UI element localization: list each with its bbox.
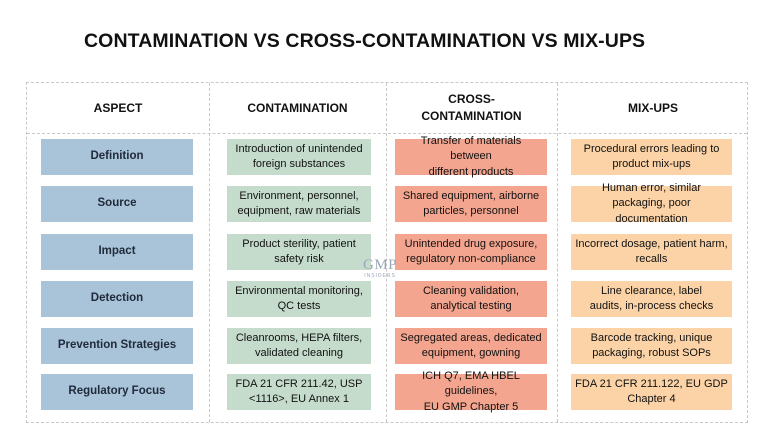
cell-text-line: packaging, poor documentation <box>612 197 691 225</box>
cell-text-line: analytical testing <box>430 300 512 312</box>
cross-cell: ICH Q7, EMA HBEL guidelines, EU GMP Chapt… <box>395 370 547 413</box>
cell-text-line: QC tests <box>277 300 321 312</box>
mixups-cell: Line clearance, label audits, in-process … <box>571 281 732 317</box>
header-divider <box>27 133 747 134</box>
aspect-label: Prevention Strategies <box>57 339 177 352</box>
cell-text-line: product mix-ups <box>612 158 691 170</box>
cell-text-line: safety risk <box>274 253 324 265</box>
cell-text-line: FDA 21 CFR 211.122, EU GDP <box>575 377 728 390</box>
column-divider <box>557 83 558 422</box>
cell-text-line: equipment, gowning <box>421 347 521 359</box>
cell-text-line: Cleaning validation, <box>422 284 519 297</box>
cell-text-line: particles, personnel <box>423 205 519 217</box>
contamination-cell: Product sterility, patient safety risk <box>227 234 371 270</box>
cell-text-line: Chapter 4 <box>627 393 676 405</box>
aspect-label: Impact <box>98 245 136 258</box>
cell-text-line: FDA 21 CFR 211.42, USP <box>235 377 363 390</box>
cell-text-line: packaging, robust SOPs <box>592 347 711 359</box>
cell-text-line: recalls <box>635 253 668 265</box>
header-cross-line1: CROSS- <box>448 92 495 106</box>
cell-text-line: audits, in-process checks <box>589 300 714 312</box>
aspect-label: Regulatory Focus <box>68 385 166 398</box>
mixups-cell: Barcode tracking, unique packaging, robus… <box>571 328 732 364</box>
cell-text-line: Incorrect dosage, patient harm, <box>575 237 728 250</box>
contamination-cell: Environmental monitoring, QC tests <box>227 281 371 317</box>
aspect-cell: Source <box>41 186 193 222</box>
cell-text-line: EU GMP Chapter 5 <box>423 400 519 413</box>
cell-text-line: Product sterility, patient <box>242 237 356 250</box>
cell-text-line: different products <box>428 165 514 178</box>
cell-text-line: Cleanrooms, HEPA filters, <box>235 331 363 344</box>
aspect-cell: Definition <box>41 139 193 175</box>
header-cross-contamination: CROSS- CONTAMINATION <box>386 83 557 133</box>
cell-text-line: Segregated areas, dedicated <box>400 331 542 344</box>
cell-text-line: foreign substances <box>252 158 346 170</box>
aspect-cell: Prevention Strategies <box>41 328 193 364</box>
cross-cell: Segregated areas, dedicated equipment, go… <box>395 328 547 364</box>
aspect-cell: Impact <box>41 234 193 270</box>
cross-cell: Unintended drug exposure, regulatory non-… <box>395 234 547 270</box>
cross-cell: Shared equipment, airborne particles, per… <box>395 186 547 222</box>
cell-text-line: Environmental monitoring, <box>235 284 363 297</box>
cell-text-line: Introduction of unintended <box>235 142 363 155</box>
cell-text-line: ICH Q7, EMA HBEL guidelines, <box>422 369 520 398</box>
aspect-cell: Regulatory Focus <box>41 374 193 410</box>
contamination-cell: Cleanrooms, HEPA filters, validated clean… <box>227 328 371 364</box>
cell-text-line: Transfer of materials between <box>420 134 522 163</box>
cell-text-line: equipment, raw materials <box>237 205 361 217</box>
header-contamination: CONTAMINATION <box>247 100 348 115</box>
comparison-table: ASPECT CONTAMINATION CROSS- CONTAMINATIO… <box>26 82 748 423</box>
header-mixups: MIX-UPS <box>627 100 678 115</box>
aspect-label: Definition <box>90 150 144 163</box>
cell-text-line: Human error, similar <box>601 181 702 194</box>
aspect-label: Detection <box>90 292 144 305</box>
header-aspect: ASPECT <box>93 100 143 115</box>
cross-cell: Transfer of materials between different p… <box>395 135 547 178</box>
page-title: CONTAMINATION VS CROSS-CONTAMINATION VS … <box>84 30 646 52</box>
aspect-cell: Detection <box>41 281 193 317</box>
cell-text-line: <1116>, EU Annex 1 <box>249 393 349 405</box>
cell-text-line: Unintended drug exposure, <box>404 237 538 250</box>
logo-sub-text: INSIDERS <box>364 273 396 279</box>
mixups-cell: Incorrect dosage, patient harm, recalls <box>571 234 732 270</box>
cell-text-line: Line clearance, label <box>601 284 702 297</box>
contamination-cell: Environment, personnel, equipment, raw ma… <box>227 186 371 222</box>
column-divider <box>386 83 387 422</box>
cell-text-line: Procedural errors leading to <box>583 142 720 155</box>
aspect-label: Source <box>97 197 137 210</box>
cell-text-line: Environment, personnel, <box>239 189 359 202</box>
logo-main-text: GMP <box>362 257 397 273</box>
mixups-cell: FDA 21 CFR 211.122, EU GDP Chapter 4 <box>571 374 732 410</box>
cell-text-line: validated cleaning <box>254 347 344 359</box>
cell-text-line: regulatory non-compliance <box>406 253 536 265</box>
cross-cell: Cleaning validation, analytical testing <box>395 281 547 317</box>
contamination-cell: Introduction of unintended foreign substa… <box>227 139 371 175</box>
cell-text-line: Shared equipment, airborne <box>402 189 540 202</box>
header-cross-line2: CONTAMINATION <box>421 109 522 123</box>
gmp-insiders-logo: GMP INSIDERS <box>358 258 402 280</box>
mixups-cell: Procedural errors leading to product mix-… <box>571 139 732 175</box>
column-divider <box>209 83 210 422</box>
mixups-cell: Human error, similar packaging, poor docu… <box>571 182 732 225</box>
contamination-cell: FDA 21 CFR 211.42, USP <1116>, EU Annex 1 <box>227 374 371 410</box>
cell-text-line: Barcode tracking, unique <box>590 331 713 344</box>
